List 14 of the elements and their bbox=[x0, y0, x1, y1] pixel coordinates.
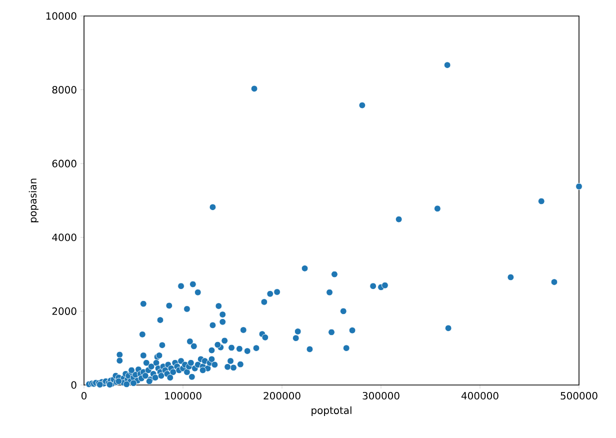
x-tick-label: 0 bbox=[81, 392, 87, 400]
x-tick-label: 400000 bbox=[461, 392, 498, 400]
x-tick-label: 200000 bbox=[264, 392, 300, 400]
y-tick-label: 2000 bbox=[52, 307, 76, 315]
y-tick-label: 0 bbox=[71, 381, 76, 389]
x-tick-label: 500000 bbox=[560, 392, 598, 400]
y-tick-label: 4000 bbox=[52, 234, 76, 242]
y-tick-label: 8000 bbox=[52, 86, 76, 94]
x-tick-label: 100000 bbox=[165, 392, 202, 400]
x-axis-title: poptotal bbox=[312, 406, 352, 416]
y-axis-title: popasian bbox=[28, 178, 38, 222]
x-tick-label: 300000 bbox=[362, 392, 400, 400]
y-tick-label: 10000 bbox=[46, 12, 76, 20]
y-tick-label: 6000 bbox=[52, 160, 76, 168]
